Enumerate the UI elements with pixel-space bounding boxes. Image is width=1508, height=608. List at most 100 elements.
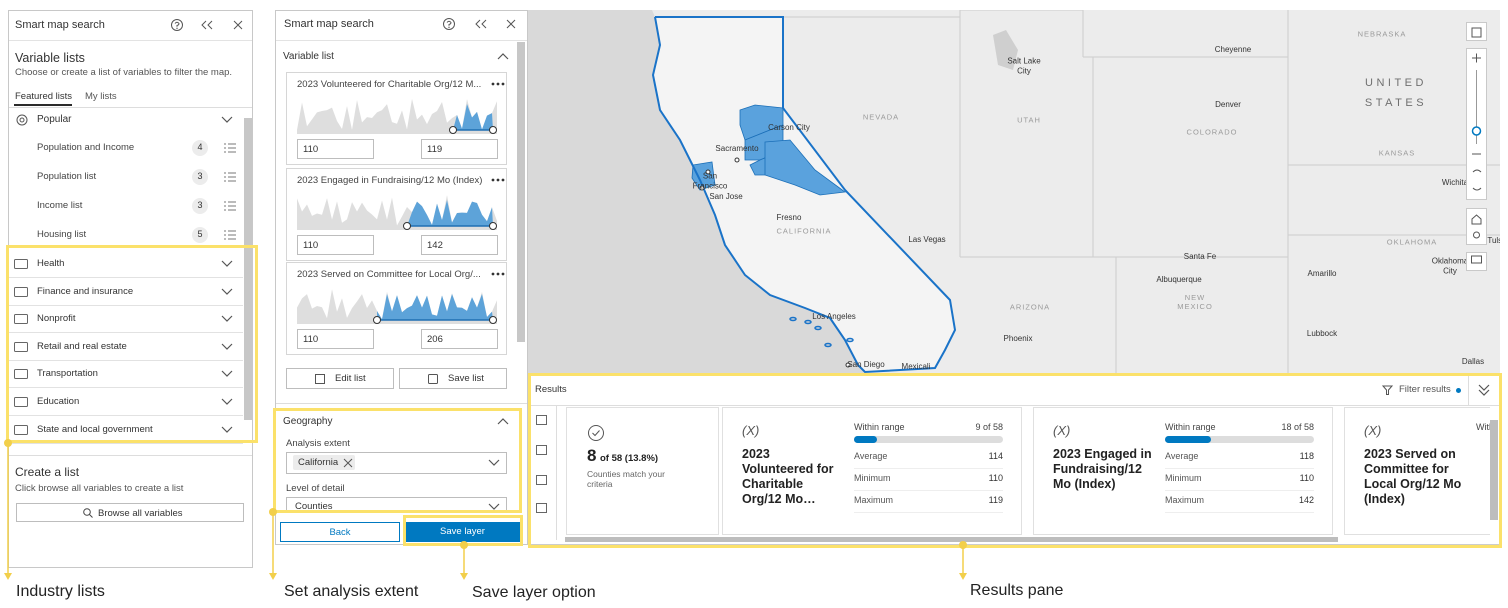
chevron-icon bbox=[221, 315, 233, 323]
list-button[interactable]: Edit list bbox=[286, 368, 394, 389]
arrow-dot bbox=[269, 508, 277, 516]
divider bbox=[276, 40, 527, 41]
list-icon bbox=[224, 143, 236, 153]
range-input[interactable]: 110 bbox=[297, 329, 374, 349]
category: Finance and insurance bbox=[37, 285, 134, 297]
histogram-selection bbox=[407, 200, 493, 226]
tab: Featured lists bbox=[15, 91, 73, 102]
map-label: Phoenix bbox=[1003, 334, 1033, 344]
close-icon bbox=[506, 19, 516, 29]
arrow-dot bbox=[4, 439, 12, 447]
shape bbox=[315, 374, 325, 384]
category-icon bbox=[14, 314, 28, 325]
text: Choose or create a list of variables to … bbox=[15, 67, 233, 78]
text: Within range bbox=[1165, 422, 1216, 432]
map-control[interactable] bbox=[1466, 22, 1487, 41]
save-layer-button[interactable]: Save layer bbox=[405, 522, 520, 542]
shape bbox=[491, 178, 495, 182]
divider bbox=[531, 405, 1499, 406]
category-icon bbox=[14, 341, 28, 352]
shape bbox=[1456, 388, 1461, 393]
map-control[interactable] bbox=[1466, 208, 1487, 245]
divider bbox=[854, 468, 1003, 469]
text: Variable list bbox=[283, 51, 334, 62]
highlight-box bbox=[273, 408, 522, 513]
histogram bbox=[297, 289, 497, 324]
shape bbox=[481, 19, 487, 29]
arrow-dot bbox=[959, 541, 967, 549]
tab: My lists bbox=[85, 91, 117, 102]
text: Smart map search bbox=[284, 18, 374, 30]
range-input[interactable]: 110 bbox=[297, 235, 374, 255]
scrollbar bbox=[244, 118, 252, 420]
shape bbox=[501, 82, 505, 86]
browse-button[interactable]: Browse all variables bbox=[16, 503, 244, 522]
arrow-head bbox=[959, 573, 967, 580]
category: Nonprofit bbox=[37, 313, 76, 325]
divider bbox=[276, 403, 527, 404]
map-label: NEBRASKA bbox=[1357, 29, 1407, 39]
chevron-icon bbox=[221, 288, 233, 295]
filter-button[interactable]: Filter results bbox=[1399, 384, 1451, 395]
histogram-selection bbox=[377, 294, 493, 320]
extent-chip[interactable]: California bbox=[293, 455, 355, 470]
range-input[interactable]: 142 bbox=[421, 235, 498, 255]
range-input[interactable]: 110 bbox=[297, 139, 374, 159]
text: 142 bbox=[1298, 495, 1314, 505]
text: 3 bbox=[197, 171, 203, 181]
close-icon bbox=[233, 20, 243, 30]
list-icon bbox=[224, 201, 236, 211]
shape bbox=[536, 445, 547, 455]
range-handle bbox=[373, 316, 381, 324]
annotation: Industry lists bbox=[16, 583, 105, 600]
more-icon bbox=[491, 82, 505, 86]
text: 142 bbox=[427, 240, 443, 251]
tool-icon bbox=[536, 415, 547, 425]
shape bbox=[14, 369, 28, 380]
divider bbox=[9, 40, 252, 41]
shape bbox=[1381, 385, 1394, 395]
divider bbox=[1468, 376, 1469, 405]
island bbox=[789, 316, 797, 322]
range-input[interactable]: 206 bbox=[421, 329, 498, 349]
map: Cheyenne Salt Lake City UTAH NEVADA Carson C… bbox=[528, 10, 1500, 375]
map-shapes bbox=[528, 10, 1500, 375]
shape bbox=[221, 370, 233, 378]
text: Population and Income bbox=[37, 142, 135, 153]
count-badge: 5 bbox=[192, 227, 208, 243]
chevron-icon bbox=[1478, 389, 1490, 396]
highlight-box bbox=[6, 245, 258, 443]
city-dot bbox=[699, 185, 705, 191]
shape bbox=[174, 21, 180, 27]
divider bbox=[1165, 490, 1314, 491]
map-control-icons bbox=[1471, 27, 1482, 264]
shape bbox=[1471, 255, 1482, 264]
text: Browse all variables bbox=[98, 508, 183, 519]
divider bbox=[9, 442, 243, 444]
divider bbox=[9, 332, 243, 334]
shape bbox=[488, 459, 500, 466]
extent-select[interactable] bbox=[286, 452, 507, 474]
back-button[interactable]: Back bbox=[280, 522, 400, 542]
text: Housing list bbox=[37, 229, 87, 240]
list-button[interactable]: Save list bbox=[399, 368, 507, 389]
map-label: UNITED STATES bbox=[1364, 77, 1428, 109]
category-icon bbox=[14, 286, 28, 297]
divider bbox=[854, 490, 1003, 491]
more-icon bbox=[491, 272, 505, 276]
shape bbox=[588, 425, 604, 441]
text: of 58 (13.8%) bbox=[600, 453, 659, 464]
help-icon bbox=[171, 19, 183, 31]
left-panel bbox=[8, 10, 253, 568]
chevron-icon bbox=[221, 260, 233, 267]
divider bbox=[1165, 468, 1314, 469]
button-icon bbox=[315, 374, 325, 384]
detail-select[interactable]: Counties bbox=[286, 497, 507, 512]
list-icon bbox=[224, 172, 236, 182]
text: 18 of 58 bbox=[1281, 422, 1314, 432]
histogram bbox=[297, 98, 497, 134]
text: Maximum bbox=[854, 495, 894, 505]
ocean bbox=[528, 10, 865, 375]
range-input[interactable]: 119 bbox=[421, 139, 498, 159]
category: State and local government bbox=[37, 423, 153, 435]
